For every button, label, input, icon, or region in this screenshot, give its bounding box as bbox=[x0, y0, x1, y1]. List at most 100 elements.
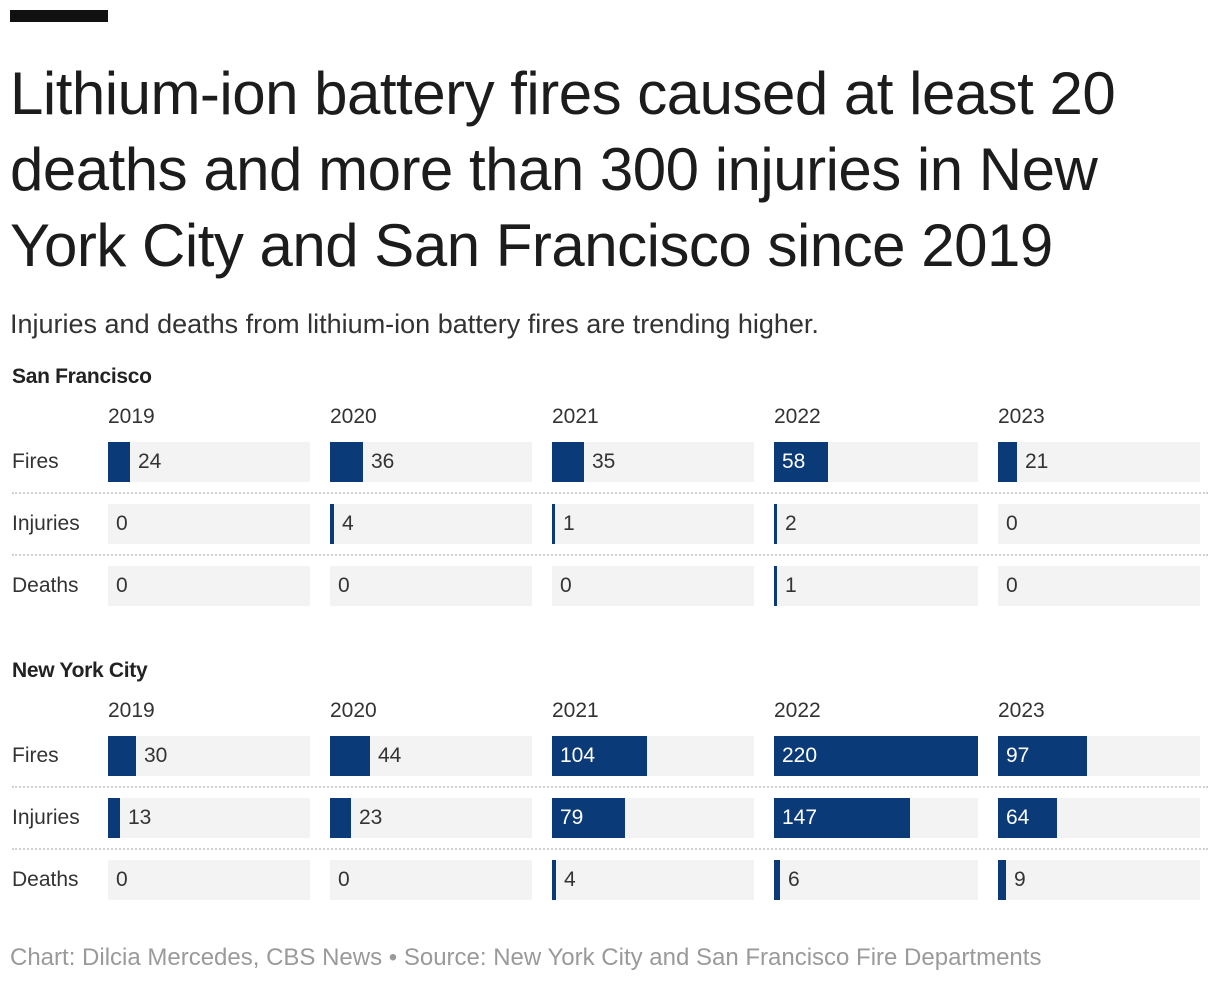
data-label: 36 bbox=[371, 450, 395, 473]
data-label: 1 bbox=[785, 574, 797, 597]
data-label: 79 bbox=[560, 806, 584, 829]
data-cell: 97 bbox=[998, 736, 1200, 776]
data-label: 97 bbox=[1006, 744, 1030, 767]
row-divider bbox=[12, 786, 1208, 788]
data-cell: 0 bbox=[330, 566, 532, 606]
data-cell: 4 bbox=[330, 504, 532, 544]
chart-credit: Chart: Dilcia Mercedes, CBS News • Sourc… bbox=[10, 944, 1042, 971]
data-label: 0 bbox=[116, 574, 128, 597]
data-cell: 104 bbox=[552, 736, 754, 776]
data-bar bbox=[330, 442, 363, 482]
data-cell: 79 bbox=[552, 798, 754, 838]
data-label: 0 bbox=[116, 512, 128, 535]
data-bar bbox=[998, 442, 1017, 482]
row-label-deaths: Deaths bbox=[12, 868, 79, 891]
data-cell: 58 bbox=[774, 442, 978, 482]
data-bar bbox=[998, 860, 1006, 900]
data-label: 0 bbox=[1006, 574, 1018, 597]
data-cell: 9 bbox=[998, 860, 1200, 900]
year-label: 2021 bbox=[552, 699, 599, 722]
data-bar bbox=[774, 798, 910, 838]
year-label: 2023 bbox=[998, 699, 1045, 722]
data-label: 23 bbox=[359, 806, 383, 829]
data-label: 0 bbox=[116, 868, 128, 891]
year-label: 2020 bbox=[330, 405, 377, 428]
data-cell: 1 bbox=[774, 566, 978, 606]
data-cell: 6 bbox=[774, 860, 978, 900]
row-divider bbox=[12, 492, 1208, 494]
data-label: 0 bbox=[560, 574, 572, 597]
data-cell: 0 bbox=[108, 504, 310, 544]
data-bar bbox=[552, 860, 556, 900]
section-label-san-francisco: San Francisco bbox=[12, 365, 152, 388]
data-cell: 30 bbox=[108, 736, 310, 776]
data-label: 9 bbox=[1014, 868, 1026, 891]
data-label: 0 bbox=[338, 868, 350, 891]
data-bar bbox=[108, 442, 130, 482]
data-cell: 0 bbox=[998, 566, 1200, 606]
data-bar bbox=[774, 442, 828, 482]
data-label: 30 bbox=[144, 744, 168, 767]
year-label: 2019 bbox=[108, 699, 155, 722]
data-bar bbox=[774, 504, 777, 544]
data-label: 21 bbox=[1025, 450, 1049, 473]
year-label: 2021 bbox=[552, 405, 599, 428]
row-label-fires: Fires bbox=[12, 744, 59, 767]
data-cell: 23 bbox=[330, 798, 532, 838]
row-label-injuries: Injuries bbox=[12, 806, 80, 829]
data-label: 13 bbox=[128, 806, 152, 829]
data-cell: 1 bbox=[552, 504, 754, 544]
row-label-deaths: Deaths bbox=[12, 574, 79, 597]
data-bar bbox=[552, 442, 584, 482]
data-cell: 35 bbox=[552, 442, 754, 482]
data-cell: 64 bbox=[998, 798, 1200, 838]
data-cell: 0 bbox=[552, 566, 754, 606]
data-cell: 44 bbox=[330, 736, 532, 776]
data-bar bbox=[330, 798, 351, 838]
data-cell: 4 bbox=[552, 860, 754, 900]
row-label-fires: Fires bbox=[12, 450, 59, 473]
data-label: 147 bbox=[782, 806, 818, 829]
data-label: 6 bbox=[788, 868, 800, 891]
data-label: 1 bbox=[563, 512, 575, 535]
data-cell: 0 bbox=[330, 860, 532, 900]
data-label: 58 bbox=[782, 450, 806, 473]
chart-subtitle: Injuries and deaths from lithium-ion bat… bbox=[10, 309, 819, 339]
year-label: 2022 bbox=[774, 405, 821, 428]
data-cell: 21 bbox=[998, 442, 1200, 482]
data-bar bbox=[774, 566, 777, 606]
data-label: 4 bbox=[564, 868, 576, 891]
data-cell: 13 bbox=[108, 798, 310, 838]
section-label-new-york-city: New York City bbox=[12, 659, 148, 682]
data-label: 220 bbox=[782, 744, 818, 767]
data-bar bbox=[998, 798, 1057, 838]
data-label: 24 bbox=[138, 450, 162, 473]
data-cell: 36 bbox=[330, 442, 532, 482]
data-cell: 147 bbox=[774, 798, 978, 838]
data-cell: 0 bbox=[108, 860, 310, 900]
data-label: 44 bbox=[378, 744, 402, 767]
data-cell: 0 bbox=[108, 566, 310, 606]
data-cell: 2 bbox=[774, 504, 978, 544]
data-bar bbox=[108, 798, 120, 838]
year-label: 2022 bbox=[774, 699, 821, 722]
data-label: 0 bbox=[1006, 512, 1018, 535]
data-label: 2 bbox=[785, 512, 797, 535]
row-divider bbox=[12, 554, 1208, 556]
header-accent-bar bbox=[10, 10, 108, 22]
chart-title: Lithium-ion battery fires caused at leas… bbox=[10, 60, 1116, 279]
data-bar bbox=[330, 504, 334, 544]
year-label: 2019 bbox=[108, 405, 155, 428]
year-label: 2020 bbox=[330, 699, 377, 722]
data-bar bbox=[998, 736, 1087, 776]
row-divider bbox=[12, 848, 1208, 850]
data-label: 104 bbox=[560, 744, 596, 767]
data-label: 0 bbox=[338, 574, 350, 597]
data-label: 4 bbox=[342, 512, 354, 535]
data-bar bbox=[330, 736, 370, 776]
data-cell: 220 bbox=[774, 736, 978, 776]
data-bar bbox=[774, 736, 978, 776]
data-bar bbox=[552, 798, 625, 838]
year-label: 2023 bbox=[998, 405, 1045, 428]
row-label-injuries: Injuries bbox=[12, 512, 80, 535]
